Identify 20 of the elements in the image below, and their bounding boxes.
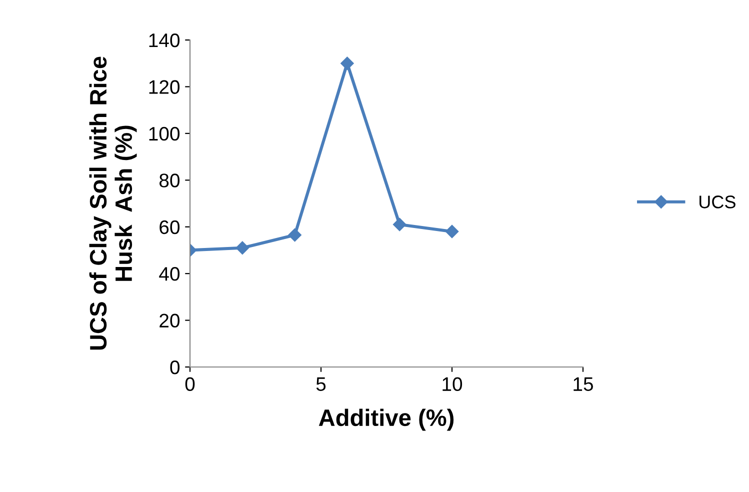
y-tick-label: 100 <box>149 126 180 141</box>
y-tick-label: 40 <box>159 267 180 281</box>
y-tick-label: 60 <box>160 220 180 234</box>
point <box>340 56 354 70</box>
x-tick-label: 10 <box>442 377 462 392</box>
y-tick-label: 80 <box>159 174 180 188</box>
legend-label: UCS <box>700 196 736 208</box>
point <box>236 241 249 254</box>
x-tick-label: 5 <box>316 377 326 392</box>
point <box>288 228 302 242</box>
y-axis-title: UCS of Clay Soil with Rice Husk Ash (%) <box>89 56 137 350</box>
x-tick-label: 0 <box>185 377 195 392</box>
x-axis-title: Additive (%) <box>318 408 454 431</box>
point <box>445 224 459 238</box>
y-tick-label: 140 <box>149 33 180 48</box>
x-tick-label: 15 <box>574 377 593 392</box>
point <box>393 218 406 232</box>
y-tick-label: 0 <box>170 360 180 374</box>
y-tick-label: 120 <box>149 80 180 94</box>
y-tick-label: 20 <box>160 314 180 328</box>
